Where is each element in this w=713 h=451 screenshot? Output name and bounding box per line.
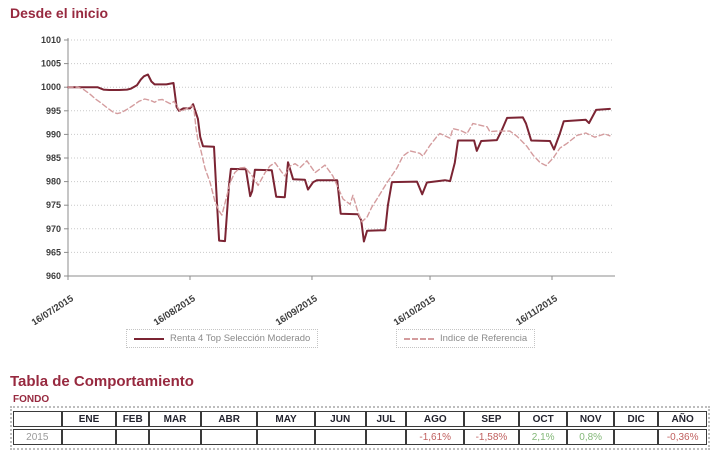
x-tick-label: 16/09/2015	[274, 293, 320, 325]
y-tick-label: 995	[46, 106, 61, 116]
table-header-cell-dic: DIC	[613, 411, 659, 427]
table-value-cell	[149, 429, 202, 445]
legend-label-index: Indice de Referencia	[440, 333, 528, 344]
table-row: 2015 -1,61% -1,58% 2,1% 0,8% -0,36%	[13, 429, 707, 445]
table-title: Tabla de Comportamiento	[10, 373, 194, 390]
table-header-cell-feb: FEB	[116, 411, 149, 427]
table-value-cell	[365, 429, 407, 445]
table-value-cell: -0,36%	[658, 429, 707, 445]
table-header-cell-nov: NOV	[567, 411, 614, 427]
table-header-cell-abr: ABR	[201, 411, 258, 427]
table-value-cell: 0,8%	[567, 429, 614, 445]
table-header-cell-mar: MAR	[149, 411, 202, 427]
y-tick-label: 1000	[41, 82, 61, 92]
table-header-cell-jul: JUL	[365, 411, 407, 427]
index-line-swatch	[404, 337, 434, 340]
table-header-cell-jun: JUN	[314, 411, 366, 427]
table-header-row: ENE FEB MAR ABR MAY JUN JUL AGO SEP OCT NOV DIC AÑO	[13, 411, 707, 427]
table-row-label: 2015	[13, 429, 62, 445]
table-corner-cell	[13, 411, 62, 427]
y-tick-label: 980	[46, 177, 61, 187]
table-value-cell	[201, 429, 258, 445]
table-header-cell-sep: SEP	[464, 411, 519, 427]
y-tick-label: 965	[46, 247, 61, 257]
table-header-cell-ene: ENE	[61, 411, 117, 427]
legend-item-index: Indice de Referencia	[396, 329, 536, 348]
y-tick-label: 1005	[41, 59, 61, 69]
table-value-cell	[116, 429, 149, 445]
table-value-cell	[314, 429, 366, 445]
y-tick-label: 970	[46, 224, 61, 234]
table-header-cell-oct: OCT	[518, 411, 568, 427]
fund-line-swatch	[134, 337, 164, 340]
fund-series-line	[67, 73, 611, 243]
y-tick-label: 960	[46, 271, 61, 281]
y-tick-label: 990	[46, 129, 61, 139]
legend-label-fund: Renta 4 Top Selección Moderado	[170, 333, 311, 344]
y-tick-label: 985	[46, 153, 61, 163]
table-header-cell-año: AÑO	[658, 411, 707, 427]
y-tick-label: 1010	[41, 35, 61, 45]
table-value-cell: -1,61%	[406, 429, 465, 445]
table-value-cell	[257, 429, 315, 445]
table-value-cell: -1,58%	[464, 429, 519, 445]
x-tick-label: 16/08/2015	[152, 293, 198, 325]
table-subtitle: FONDO	[13, 394, 50, 405]
table-header-cell-ago: AGO	[406, 411, 465, 427]
x-tick-label: 16/11/2015	[514, 293, 560, 325]
performance-table: ENE FEB MAR ABR MAY JUN JUL AGO SEP OCT NOV DIC AÑO …	[13, 409, 707, 447]
legend-item-fund: Renta 4 Top Selección Moderado	[126, 329, 319, 348]
table-value-cell: 2,1%	[518, 429, 568, 445]
chart-title: Desde el inicio	[10, 5, 109, 21]
x-tick-label: 16/07/2015	[30, 293, 76, 325]
table-header-cell-may: MAY	[257, 411, 315, 427]
performance-table-frame: ENE FEB MAR ABR MAY JUN JUL AGO SEP OCT NOV DIC AÑO …	[10, 406, 710, 450]
x-tick-label: 16/10/2015	[392, 293, 438, 325]
index-series-line	[67, 86, 611, 223]
performance-line-chart: 960 965 970 975 980 985 990 995 1000 1005 1010 16/0…	[30, 35, 615, 325]
table-value-cell	[61, 429, 117, 445]
y-tick-label: 975	[46, 200, 61, 210]
table-value-cell	[613, 429, 659, 445]
